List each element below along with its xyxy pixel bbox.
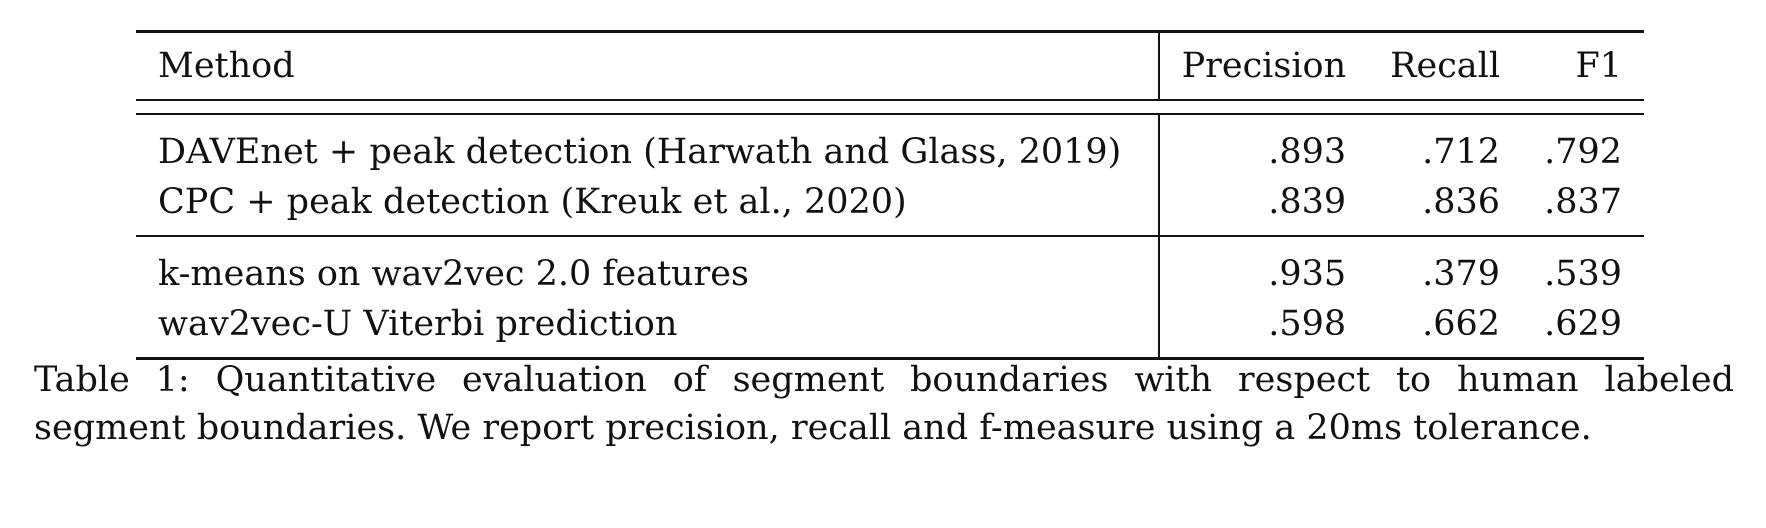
results-table: Method Precision Recall F1 DAVEnet + pea… <box>136 30 1644 360</box>
recall-cell: .836 <box>1422 182 1501 222</box>
f1-cell: .539 <box>1522 235 1644 299</box>
method-cell: wav2vec-U Viterbi prediction <box>136 299 1160 359</box>
results-table-container: Method Precision Recall F1 DAVEnet + pea… <box>136 30 1644 360</box>
method-cell: CPC + peak detection (Kreuk et al., 2020… <box>136 177 1160 236</box>
recall-cell: .662 <box>1422 304 1501 344</box>
header-recall: Recall <box>1390 46 1501 86</box>
precision-cell: .893 <box>1268 132 1347 172</box>
f1-cell: .792 <box>1544 132 1622 172</box>
method-cell: k-means on wav2vec 2.0 features <box>136 235 1160 299</box>
recall-cell: .379 <box>1368 235 1523 299</box>
table-row: wav2vec-U Viterbi prediction .598 .662 .… <box>136 299 1644 359</box>
table-row: k-means on wav2vec 2.0 features .935 .37… <box>136 235 1644 299</box>
precision-cell: .935 <box>1158 235 1369 299</box>
f1-cell: .837 <box>1544 182 1622 222</box>
header-f1: F1 <box>1575 46 1622 86</box>
caption-line-2: segment boundaries. We report precision,… <box>34 408 1592 448</box>
table-header-row: Method Precision Recall F1 <box>136 31 1644 100</box>
table-row: CPC + peak detection (Kreuk et al., 2020… <box>136 177 1644 236</box>
header-method: Method <box>136 31 1160 100</box>
precision-cell: .598 <box>1268 304 1347 344</box>
f1-cell: .629 <box>1544 304 1622 344</box>
header-precision: Precision <box>1181 46 1347 86</box>
method-cell: DAVEnet + peak detection (Harwath and Gl… <box>136 114 1160 177</box>
precision-cell: .839 <box>1268 182 1347 222</box>
recall-cell: .712 <box>1422 132 1501 172</box>
double-rule <box>136 99 1644 115</box>
table-caption: Table 1: Quantitative evaluation of segm… <box>34 356 1734 452</box>
table-row: DAVEnet + peak detection (Harwath and Gl… <box>136 114 1644 177</box>
caption-line-1: Table 1: Quantitative evaluation of segm… <box>34 360 1734 400</box>
